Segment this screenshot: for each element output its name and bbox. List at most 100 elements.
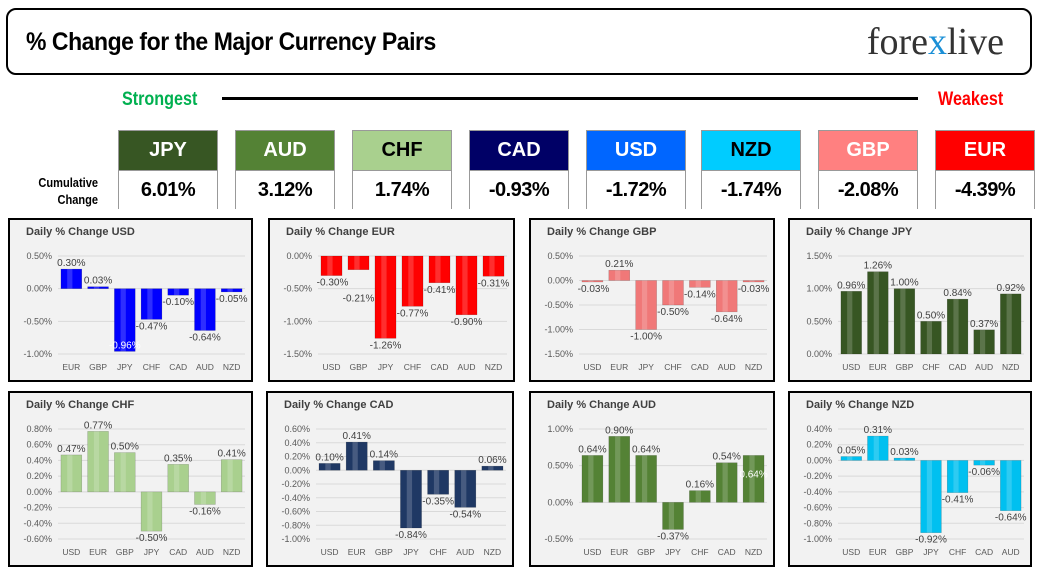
x-tick-label: GBP bbox=[375, 547, 393, 557]
data-label: 0.41% bbox=[343, 431, 371, 442]
data-label: -0.90% bbox=[451, 317, 483, 328]
data-label: 0.10% bbox=[315, 452, 343, 463]
x-tick-label: CAD bbox=[169, 547, 187, 557]
bar-eur bbox=[345, 441, 368, 471]
data-label: 0.77% bbox=[84, 420, 112, 431]
bar-highlight bbox=[461, 470, 467, 508]
y-tick-label: -1.50% bbox=[283, 349, 312, 359]
y-tick-label: -0.80% bbox=[281, 520, 310, 530]
cumulative-change-value: -0.93% bbox=[470, 170, 568, 209]
bar-gbp bbox=[347, 255, 370, 270]
weakest-label: Weakest bbox=[938, 89, 1004, 110]
bar-jpy bbox=[400, 470, 422, 529]
bar-highlight bbox=[926, 460, 933, 533]
x-tick-label: JPY bbox=[144, 547, 160, 557]
x-tick-label: GBP bbox=[895, 547, 913, 557]
x-tick-label: USD bbox=[842, 362, 860, 372]
cumulative-change-label: Cumulative Change bbox=[38, 175, 98, 207]
currency-card-cad: CAD -0.93% bbox=[469, 130, 569, 209]
bar-highlight bbox=[926, 321, 933, 354]
x-tick-label: CAD bbox=[975, 547, 993, 557]
bar-highlight bbox=[695, 280, 701, 288]
bar-highlight bbox=[93, 286, 100, 289]
bar-gbp bbox=[635, 455, 657, 503]
cumulative-change-value: 6.01% bbox=[119, 170, 217, 209]
bar-highlight bbox=[749, 280, 755, 282]
y-tick-label: 0.00% bbox=[547, 497, 573, 507]
bar-eur bbox=[608, 269, 631, 281]
currency-name: EUR bbox=[936, 131, 1034, 170]
bar-highlight bbox=[900, 288, 906, 354]
data-label: 0.14% bbox=[370, 450, 398, 461]
bar-jpy bbox=[114, 288, 136, 352]
bar-highlight bbox=[873, 271, 879, 354]
currency-name: CAD bbox=[470, 131, 568, 170]
x-tick-label: NZD bbox=[745, 362, 762, 372]
x-tick-label: USD bbox=[583, 547, 601, 557]
chart-panel-chf: Daily % Change CHF 0.80% 0.60% 0.40% 0.20% 0.… bbox=[8, 391, 253, 567]
bar-highlight bbox=[953, 299, 959, 354]
y-tick-label: -1.00% bbox=[544, 325, 573, 335]
chart-title: Daily % Change EUR bbox=[286, 226, 395, 238]
bar-highlight bbox=[588, 455, 594, 503]
data-label: -0.64% bbox=[995, 513, 1027, 524]
y-tick-label: -1.00% bbox=[283, 316, 312, 326]
bar-jpy bbox=[374, 255, 397, 339]
bar-gbp bbox=[893, 457, 916, 461]
bar-nzd bbox=[742, 280, 765, 283]
data-label: -0.35% bbox=[422, 496, 454, 507]
x-tick-label: JPY bbox=[638, 362, 654, 372]
y-tick-label: -0.50% bbox=[544, 534, 573, 544]
bar-highlight bbox=[668, 502, 675, 530]
bar-chart: 0.80% 0.60% 0.40% 0.20% 0.00% -0.20% -0.40% -0.… bbox=[23, 420, 245, 557]
data-label: -0.10% bbox=[162, 297, 194, 308]
data-label: -0.16% bbox=[189, 506, 221, 517]
x-tick-label: GBP bbox=[350, 362, 368, 372]
bar-highlight bbox=[722, 462, 728, 503]
x-tick-label: AUD bbox=[458, 362, 476, 372]
data-label: -0.41% bbox=[942, 495, 974, 506]
currency-name: NZD bbox=[702, 131, 800, 170]
bar-highlight bbox=[873, 436, 879, 461]
bar-highlight bbox=[1006, 460, 1012, 511]
bar-highlight bbox=[327, 256, 333, 276]
x-tick-label: CHF bbox=[143, 362, 160, 372]
data-label: -1.26% bbox=[370, 340, 402, 351]
bar-highlight bbox=[435, 256, 441, 283]
bar-usd bbox=[840, 456, 862, 461]
x-tick-label: AUD bbox=[196, 362, 214, 372]
y-tick-label: -0.20% bbox=[803, 471, 832, 481]
currency-card-gbp: GBP -2.08% bbox=[818, 130, 918, 209]
x-tick-label: AUD bbox=[456, 547, 474, 557]
y-tick-label: -0.60% bbox=[23, 534, 52, 544]
x-tick-label: GBP bbox=[89, 362, 107, 372]
y-tick-label: -0.40% bbox=[803, 487, 832, 497]
x-tick-label: CHF bbox=[922, 362, 939, 372]
y-tick-label: 1.50% bbox=[806, 251, 832, 261]
y-tick-label: 0.00% bbox=[547, 276, 573, 286]
bar-chart: 0.00% -0.50% -1.00% -1.50% USD GBP JPY CHF CAD AU… bbox=[283, 251, 509, 372]
x-tick-label: GBP bbox=[637, 547, 655, 557]
y-tick-label: 1.00% bbox=[806, 284, 832, 294]
chart-panel-nzd: Daily % Change NZD 0.40% 0.20% 0.00% -0.20% -… bbox=[788, 391, 1032, 567]
data-label: 0.31% bbox=[864, 425, 892, 436]
x-tick-label: AUD bbox=[1002, 547, 1020, 557]
currency-card-usd: USD -1.72% bbox=[586, 130, 686, 209]
bar-highlight bbox=[200, 288, 206, 331]
x-tick-label: CHF bbox=[664, 362, 681, 372]
data-label: 0.54% bbox=[713, 452, 741, 463]
x-tick-label: CAD bbox=[431, 362, 449, 372]
bar-chf bbox=[662, 280, 684, 306]
x-tick-label: CAD bbox=[691, 362, 709, 372]
data-label: -0.92% bbox=[915, 535, 947, 546]
y-tick-label: -1.50% bbox=[544, 349, 573, 359]
bar-aud bbox=[194, 288, 216, 331]
y-tick-label: 0.20% bbox=[284, 452, 310, 462]
x-tick-label: JPY bbox=[403, 547, 419, 557]
y-tick-label: -0.60% bbox=[803, 503, 832, 513]
x-tick-label: CHF bbox=[404, 362, 421, 372]
chart-title: Daily % Change NZD bbox=[806, 399, 915, 411]
y-tick-label: 0.80% bbox=[26, 424, 52, 434]
bar-highlight bbox=[67, 269, 73, 289]
bar-chf bbox=[401, 255, 424, 307]
